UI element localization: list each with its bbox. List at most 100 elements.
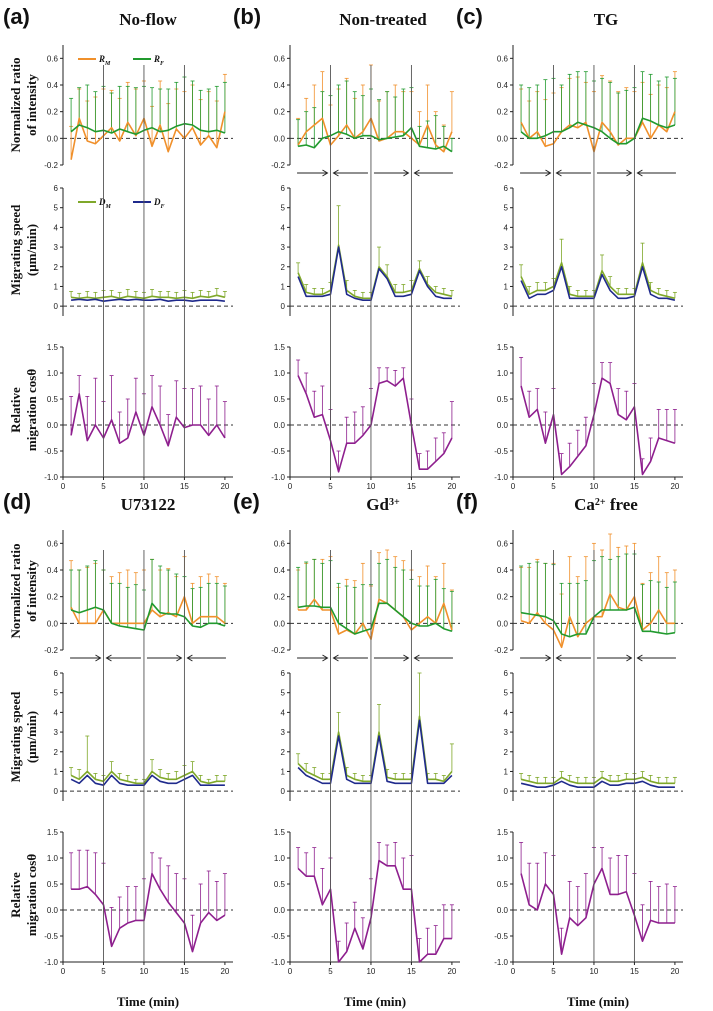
- y-tick-label: 0: [281, 302, 286, 311]
- x-tick-label: 5: [328, 482, 333, 491]
- subplot-intensity: -0.2 0.0 0.2 0.4 0.6: [494, 530, 683, 655]
- flow-arrow-head: [545, 654, 552, 662]
- flow-arrow-head: [105, 654, 112, 662]
- x-tick-label: 15: [180, 967, 189, 976]
- subplot-speed: 0 1 2 3 4 5 6: [504, 669, 683, 801]
- flow-arrow-head: [555, 169, 562, 177]
- x-tick-label: 0: [61, 482, 66, 491]
- subplot-direction: -1.0 -0.5 0.0 0.5 1.0 1.5 0 5 10 15 20: [44, 343, 233, 491]
- error-bars-D_M: [519, 238, 677, 299]
- y-tick-label: 5: [281, 204, 286, 213]
- legend-label-main: D: [98, 197, 106, 207]
- y-tick-label: 0.0: [497, 906, 509, 915]
- x-tick-label: 5: [551, 967, 556, 976]
- y-tick-label: 0.4: [274, 566, 286, 575]
- y-axis-label-direction: Relative migration cosθ: [8, 854, 39, 936]
- legend-intensity: RM RF: [78, 54, 164, 67]
- series-line-D_M: [297, 244, 453, 300]
- y-tick-label: 3: [504, 243, 509, 252]
- flow-arrow-head: [413, 654, 420, 662]
- flow-arrow-head: [403, 169, 410, 177]
- y-tick-label: -0.5: [44, 932, 58, 941]
- series-line-D_F: [297, 719, 453, 785]
- y-tick-label: 0.5: [497, 880, 509, 889]
- y-tick-label: 2: [281, 748, 286, 757]
- legend-label-sub: M: [104, 61, 111, 67]
- flow-arrow-head: [95, 654, 102, 662]
- x-tick-label: 20: [670, 482, 679, 491]
- legend-label: DM: [98, 197, 112, 210]
- y-tick-label: 1: [281, 767, 286, 776]
- y-tick-label: 0.2: [497, 108, 509, 117]
- x-axis-label: Time (min): [344, 994, 406, 1009]
- error-bars-cos: [69, 375, 227, 446]
- y-axis-label-text: Migrating speed: [8, 691, 23, 782]
- y-tick-label: 1.0: [274, 369, 286, 378]
- y-axis-label-text: Relative: [8, 387, 23, 433]
- error-bars-R_M: [69, 73, 227, 160]
- series-line-cos: [71, 872, 226, 953]
- panel-label: (b): [233, 4, 261, 29]
- series-line-D_F: [71, 298, 225, 303]
- y-tick-label: 0.2: [497, 593, 509, 602]
- y-tick-label: -1.0: [44, 473, 58, 482]
- y-tick-label: 0.0: [274, 134, 286, 143]
- flow-arrow-head: [626, 654, 633, 662]
- panel-label: (e): [233, 489, 260, 514]
- panel-label: (c): [456, 4, 483, 29]
- y-tick-label: 2: [504, 263, 509, 272]
- y-tick-label: 0: [504, 787, 509, 796]
- flow-arrows: [297, 169, 453, 177]
- x-tick-label: 15: [630, 482, 639, 491]
- error-bars-R_M: [519, 533, 677, 648]
- y-tick-label: 0.6: [47, 54, 59, 63]
- y-tick-label: 0.0: [47, 906, 59, 915]
- panel-e: (e) Gd3+ -0.2 0.0 0.2 0.4 0.6 0 1 2 3 4 5 6 -1.0 -0.5 0.…: [233, 489, 460, 1009]
- series-line-R_M: [298, 598, 453, 641]
- subplot-direction: -1.0 -0.5 0.0 0.5 1.0 1.5 0 5 10 15 20: [271, 343, 460, 491]
- subplot-intensity: -0.20.00.20.40.6 RM RF: [44, 45, 233, 170]
- series-line-D_F: [70, 774, 225, 787]
- legend-label-sub: F: [160, 61, 164, 67]
- x-tick-label: 5: [101, 482, 106, 491]
- series-line-D_F: [520, 265, 676, 301]
- series-line-R_F: [297, 602, 453, 635]
- x-tick-label: 0: [511, 482, 516, 491]
- y-tick-label: 2: [54, 263, 59, 272]
- panel-b: (b) Non-treated -0.2 0.0 0.2 0.4 0.6 0 1 2 3 4 5 6 -1.…: [233, 4, 460, 491]
- y-tick-label: 0.2: [274, 593, 286, 602]
- y-tick-label: 1.5: [497, 343, 509, 352]
- series-line-D_F: [520, 780, 675, 789]
- panel-label: (a): [3, 4, 30, 29]
- flow-arrow-head: [545, 169, 552, 177]
- series-line-D_F: [297, 246, 452, 302]
- flow-arrows: [520, 169, 676, 177]
- y-axis-label-text: Normalized ratio: [8, 544, 23, 639]
- subplot-speed: 0 1 2 3 4 5 6: [281, 669, 460, 801]
- flow-arrow-head: [322, 169, 329, 177]
- x-tick-label: 20: [670, 967, 679, 976]
- flow-arrow-head: [636, 654, 643, 662]
- legend-speed: DM DF: [78, 197, 165, 210]
- y-axis-label-text: Relative: [8, 872, 23, 918]
- panel-title-sup: 3+: [389, 497, 400, 508]
- y-tick-label: 0: [54, 787, 59, 796]
- y-tick-label: 0.2: [47, 108, 59, 117]
- y-axis-label-intensity: Normalized ratio of intensity: [8, 58, 39, 153]
- y-axis-label-text: Migrating speed: [8, 204, 23, 295]
- y-tick-label: 2: [281, 263, 286, 272]
- y-tick-label: 0: [281, 787, 286, 796]
- y-tick-label: 4: [281, 223, 286, 232]
- legend-label-main: D: [153, 197, 161, 207]
- y-tick-label: 0.5: [274, 395, 286, 404]
- panel-title-sup: 2+: [595, 497, 606, 508]
- y-axis-label-intensity: Normalized ratio of intensity: [8, 544, 39, 639]
- y-tick-label: 0.0: [497, 619, 509, 628]
- x-tick-label: 10: [139, 482, 148, 491]
- y-axis-label-text: of intensity: [24, 74, 39, 136]
- legend-label-main: R: [98, 54, 105, 64]
- y-tick-label: 1.0: [47, 369, 59, 378]
- x-tick-label: 10: [589, 967, 598, 976]
